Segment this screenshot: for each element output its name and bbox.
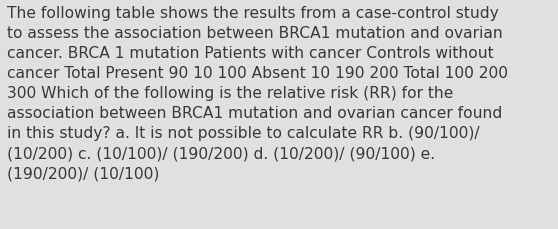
Text: The following table shows the results from a case-control study
to assess the as: The following table shows the results fr…	[7, 6, 508, 180]
